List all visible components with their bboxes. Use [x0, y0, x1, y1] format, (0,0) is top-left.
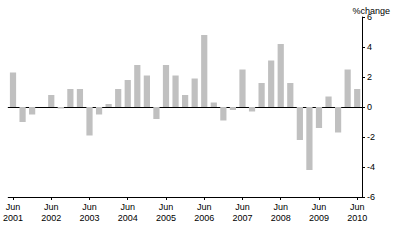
svg-text:2001: 2001 — [3, 213, 23, 223]
svg-text:2004: 2004 — [118, 213, 138, 223]
svg-text:Jun: Jun — [44, 202, 59, 212]
svg-text:2006: 2006 — [194, 213, 214, 223]
svg-text:2007: 2007 — [232, 213, 252, 223]
svg-text:2002: 2002 — [41, 213, 61, 223]
svg-text:-4: -4 — [367, 162, 375, 172]
svg-text:Jun: Jun — [6, 202, 21, 212]
svg-text:2008: 2008 — [271, 213, 291, 223]
svg-text:Jun: Jun — [273, 202, 288, 212]
svg-text:2010: 2010 — [347, 213, 367, 223]
svg-text:Jun: Jun — [120, 202, 135, 212]
svg-text:Jun: Jun — [350, 202, 365, 212]
svg-text:2009: 2009 — [309, 213, 329, 223]
svg-text:Jun: Jun — [197, 202, 212, 212]
svg-text:%change: %change — [352, 6, 390, 16]
svg-text:2: 2 — [367, 72, 372, 82]
svg-text:0: 0 — [367, 102, 372, 112]
svg-text:Jun: Jun — [235, 202, 250, 212]
svg-text:2005: 2005 — [156, 213, 176, 223]
svg-text:Jun: Jun — [159, 202, 174, 212]
svg-text:2003: 2003 — [79, 213, 99, 223]
svg-text:-6: -6 — [367, 192, 375, 202]
svg-text:Jun: Jun — [82, 202, 97, 212]
svg-text:-2: -2 — [367, 132, 375, 142]
svg-text:Jun: Jun — [312, 202, 327, 212]
svg-text:4: 4 — [367, 42, 372, 52]
svg-text:6: 6 — [367, 12, 372, 22]
